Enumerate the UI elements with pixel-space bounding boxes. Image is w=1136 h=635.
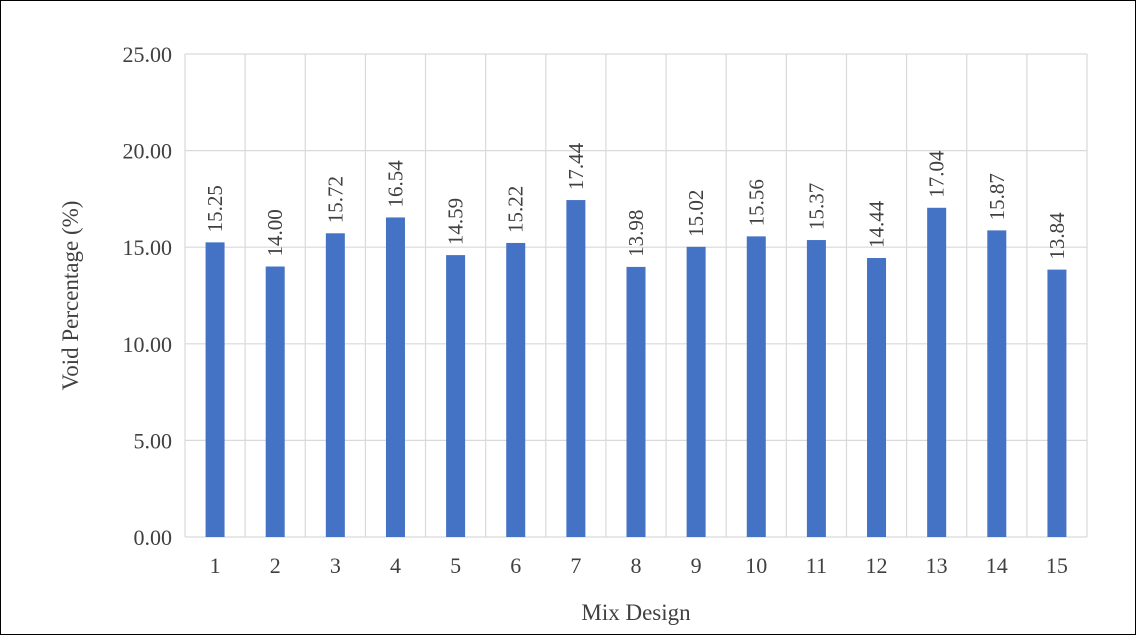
data-label: 14.44 xyxy=(865,200,889,248)
x-tick-label: 15 xyxy=(1046,553,1068,578)
data-label: 15.87 xyxy=(985,173,1009,220)
x-axis-ticks: 1 2 3 4 5 6 7 8 9 10 11 12 13 14 15 xyxy=(210,553,1068,578)
data-label: 14.00 xyxy=(263,209,287,256)
data-label: 15.22 xyxy=(504,186,528,233)
bar xyxy=(325,233,345,537)
x-tick-label: 13 xyxy=(926,553,948,578)
bar xyxy=(626,266,646,537)
x-axis-title: Mix Design xyxy=(581,600,691,625)
x-tick-label: 6 xyxy=(510,553,521,578)
x-tick-label: 14 xyxy=(986,553,1008,578)
x-tick-label: 10 xyxy=(745,553,767,578)
data-label: 13.84 xyxy=(1045,212,1069,260)
x-tick-label: 12 xyxy=(866,553,888,578)
bar xyxy=(806,240,826,537)
bar xyxy=(746,236,766,537)
bars xyxy=(205,200,1067,538)
bar xyxy=(265,266,285,537)
data-labels: 15.25 14.00 15.72 16.54 14.59 15.22 17.44 13.98… xyxy=(203,142,1069,259)
y-axis-title: Void Percentage (%) xyxy=(58,201,83,391)
x-tick-label: 2 xyxy=(270,553,281,578)
bar xyxy=(686,246,706,537)
data-label: 15.56 xyxy=(744,179,768,226)
data-label: 14.59 xyxy=(444,198,468,245)
bar xyxy=(1047,269,1067,537)
data-label: 15.25 xyxy=(203,185,227,232)
bar xyxy=(385,217,405,537)
x-tick-label: 3 xyxy=(330,553,341,578)
y-tick-label: 15.00 xyxy=(123,235,173,260)
data-label: 15.02 xyxy=(684,190,708,237)
y-axis-ticks: 0.00 5.00 10.00 15.00 20.00 25.00 xyxy=(123,42,173,550)
bar xyxy=(446,255,466,537)
x-tick-label: 5 xyxy=(450,553,461,578)
bar xyxy=(566,200,586,537)
x-tick-label: 8 xyxy=(631,553,642,578)
data-label: 15.37 xyxy=(804,183,828,230)
x-tick-label: 4 xyxy=(390,553,401,578)
data-label: 13.98 xyxy=(624,210,648,257)
data-label: 16.54 xyxy=(383,160,407,208)
x-tick-label: 1 xyxy=(210,553,221,578)
y-tick-label: 20.00 xyxy=(123,139,173,164)
data-label: 17.44 xyxy=(564,142,588,190)
x-tick-label: 7 xyxy=(570,553,581,578)
y-tick-label: 5.00 xyxy=(134,428,173,453)
bar xyxy=(927,207,947,537)
x-tick-label: 11 xyxy=(806,553,827,578)
bar xyxy=(987,230,1007,537)
y-tick-label: 25.00 xyxy=(123,42,173,67)
x-tick-label: 9 xyxy=(691,553,702,578)
bar xyxy=(867,258,887,537)
y-tick-label: 10.00 xyxy=(123,332,173,357)
data-label: 17.04 xyxy=(925,150,949,198)
bar xyxy=(506,242,526,538)
bar xyxy=(205,242,225,537)
y-tick-label: 0.00 xyxy=(134,525,173,550)
data-label: 15.72 xyxy=(323,176,347,223)
